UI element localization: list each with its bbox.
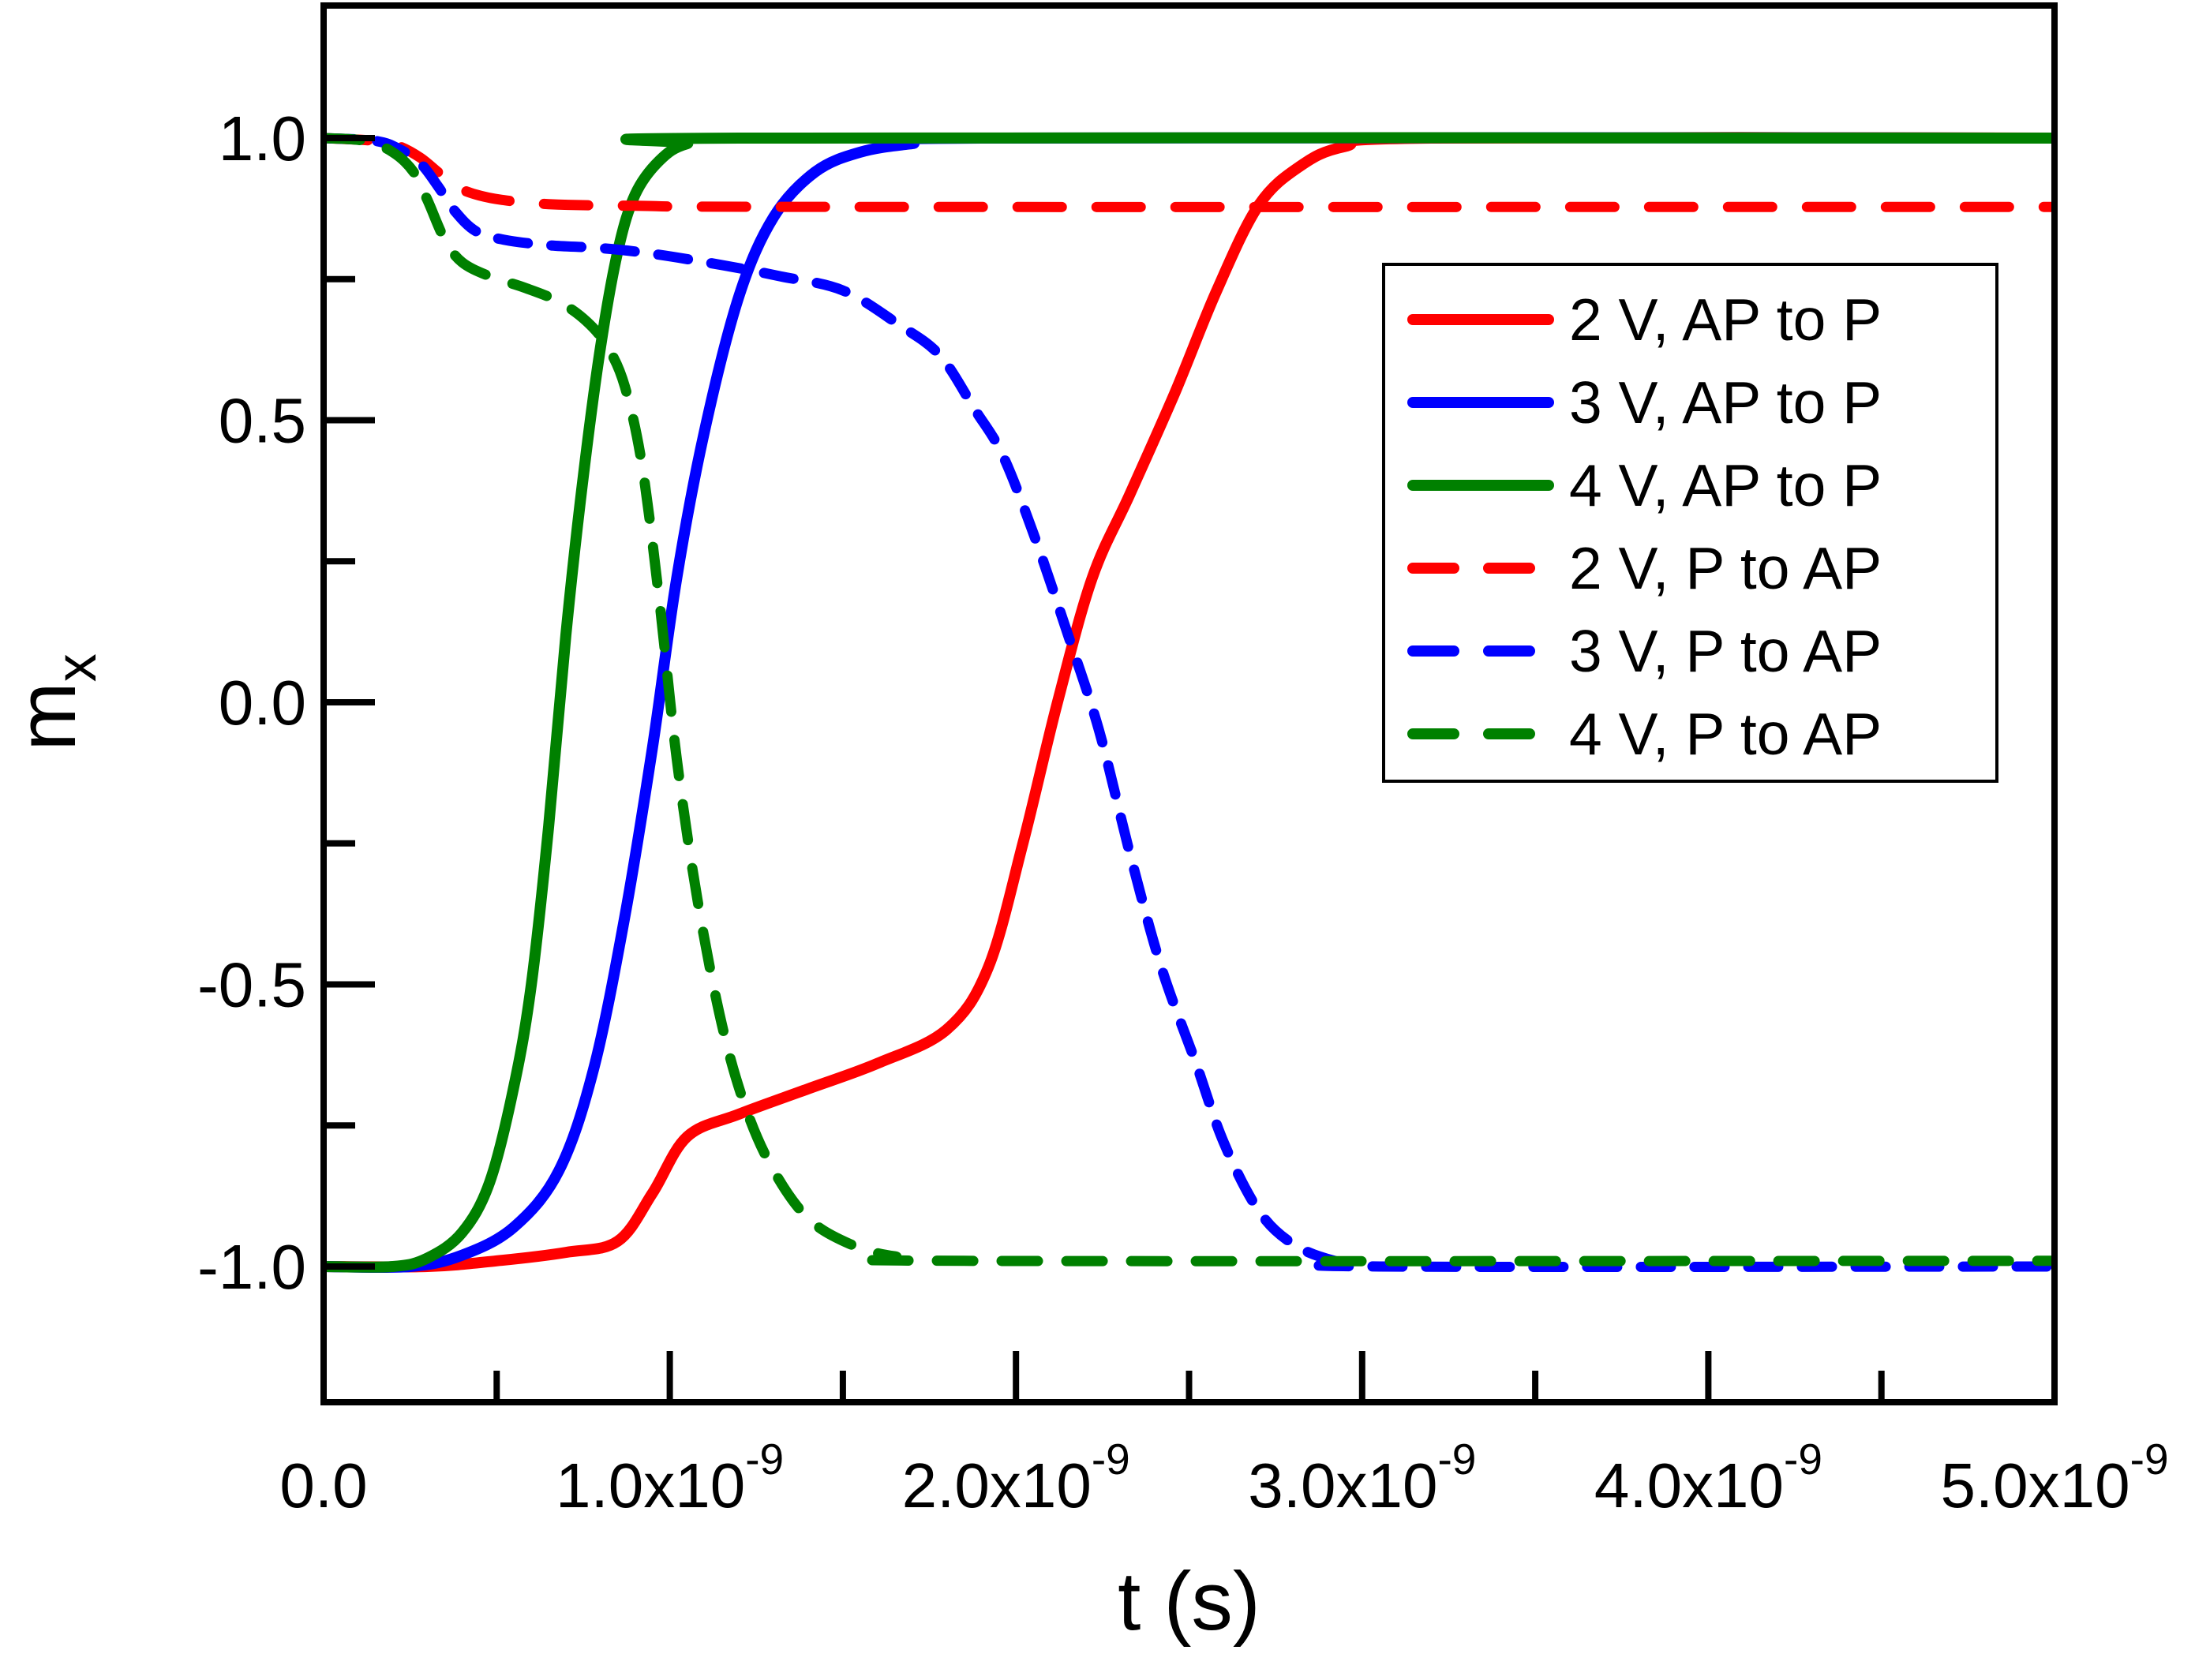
legend: 2 V, AP to P 3 V, AP to P 4 V, AP to P 2 V,… (1382, 263, 1998, 783)
series-line-3-v-p-to-ap (324, 133, 2055, 1273)
y-axis-tick-label: -0.5 (197, 950, 306, 1020)
legend-entry: 4 V, P to AP (1407, 701, 1882, 767)
series-group (324, 132, 2055, 1274)
legend-entry-label: 3 V, P to AP (1569, 618, 1882, 684)
legend-entry: 4 V, AP to P (1407, 452, 1882, 518)
legend-entry: 3 V, P to AP (1407, 618, 1882, 684)
legend-entry: 2 V, AP to P (1407, 286, 1882, 353)
x-axis-tick-label: 1.0x10-9 (556, 1435, 784, 1521)
legend-entry: 3 V, AP to P (1407, 369, 1882, 436)
legend-entry-label: 2 V, P to AP (1569, 535, 1882, 601)
x-axis-tick-label: 3.0x10-9 (1248, 1435, 1476, 1521)
x-axis-title: t (s) (1118, 1555, 1260, 1648)
legend-entry: 2 V, P to AP (1407, 535, 1882, 601)
y-axis-tick-label: -1.0 (197, 1232, 306, 1302)
legend-entry-label: 4 V, AP to P (1569, 452, 1882, 518)
x-axis-tick-label: 2.0x10-9 (902, 1435, 1130, 1521)
legend-entry-label: 2 V, AP to P (1569, 286, 1882, 353)
legend-entry-label: 4 V, P to AP (1569, 701, 1882, 767)
y-axis-tick-label: 1.0 (219, 103, 306, 174)
y-axis-title: mx (1, 653, 108, 750)
series-line-4-v-ap-to-p (324, 132, 2055, 1273)
legend-entry-label: 3 V, AP to P (1569, 369, 1882, 436)
y-axis-tick-label: 0.5 (219, 386, 306, 456)
y-axis-tick-label: 0.0 (219, 668, 306, 738)
x-axis-tick-label: 0.0 (279, 1450, 367, 1521)
series-line-4-v-p-to-ap (324, 133, 2055, 1267)
x-axis-tick-label: 5.0x10-9 (1940, 1435, 2168, 1521)
legend-frame (1382, 263, 1998, 783)
series-line-2-v-p-to-ap (324, 133, 2055, 212)
x-axis-tick-label: 4.0x10-9 (1594, 1435, 1822, 1521)
series-line-2-v-ap-to-p (324, 132, 2055, 1273)
